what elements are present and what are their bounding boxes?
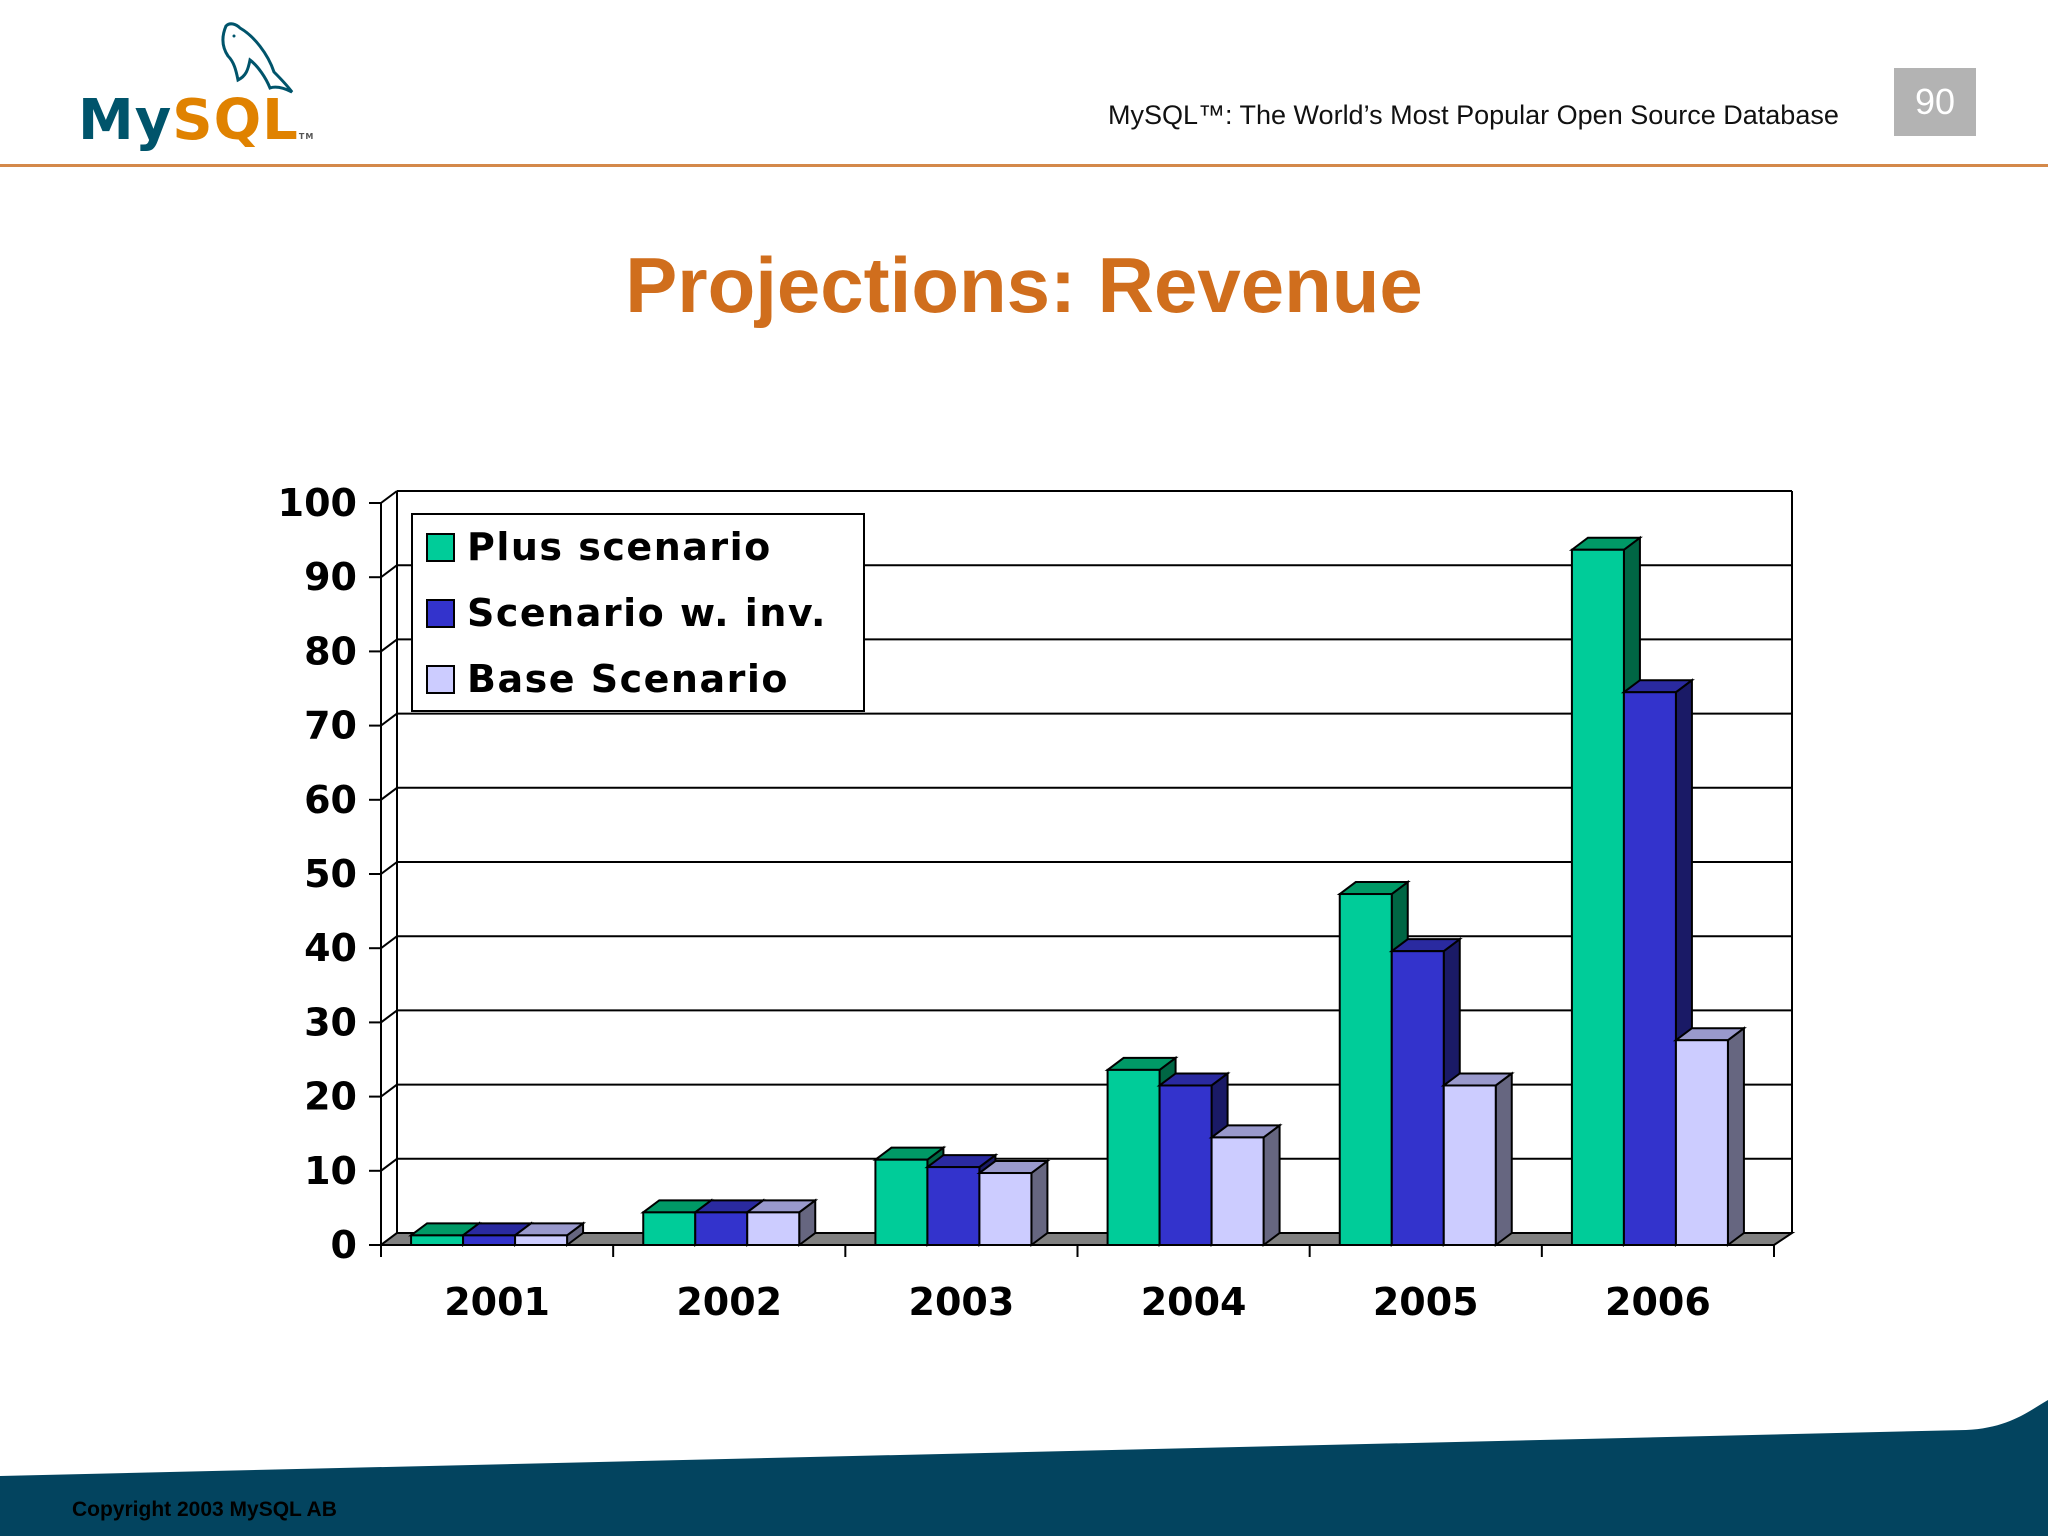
legend-label: Plus scenario xyxy=(467,525,772,569)
y-tick-label: 90 xyxy=(304,555,357,599)
dolphin-icon xyxy=(221,22,294,94)
legend-label: Base Scenario xyxy=(467,657,789,701)
x-tick-label: 2001 xyxy=(444,1280,550,1324)
x-tick-label: 2005 xyxy=(1373,1280,1479,1324)
bar xyxy=(1672,1026,1747,1247)
y-tick-label: 0 xyxy=(331,1223,357,1267)
legend-swatch xyxy=(426,599,455,628)
legend-swatch xyxy=(426,665,455,694)
bar xyxy=(1440,1071,1515,1247)
y-tick-label: 10 xyxy=(304,1149,357,1193)
bar xyxy=(976,1159,1051,1247)
y-tick-label: 30 xyxy=(304,1000,357,1044)
x-tick-label: 2004 xyxy=(1141,1280,1247,1324)
revenue-chart: 0 10 20 30 40 50 60 70 80 90 100 2001 2002 2003 2004 20… xyxy=(278,481,1796,1324)
header-divider xyxy=(0,164,2048,167)
x-tick-label: 2002 xyxy=(676,1280,782,1324)
x-tick-label: 2003 xyxy=(909,1280,1015,1324)
copyright-text: Copyright 2003 MySQL AB xyxy=(72,1498,337,1521)
page-number: 90 xyxy=(1894,68,1976,136)
bar xyxy=(512,1221,587,1247)
y-tick-label: 50 xyxy=(304,852,357,896)
y-tick-label: 60 xyxy=(304,778,357,822)
y-tick-label: 80 xyxy=(304,629,357,673)
slide-title: Projections: Revenue xyxy=(625,241,1423,329)
legend-label: Scenario w. inv. xyxy=(467,591,827,635)
y-tick-label: 100 xyxy=(278,481,357,525)
x-tick-label: 2006 xyxy=(1605,1280,1711,1324)
mysql-logo: MySQLTM xyxy=(78,20,318,153)
legend-swatch xyxy=(426,533,455,562)
y-tick-label: 70 xyxy=(304,704,357,748)
bar xyxy=(744,1198,819,1247)
chart-legend: Plus scenario Scenario w. inv. Base Scenar… xyxy=(411,513,865,712)
y-tick-label: 40 xyxy=(304,926,357,970)
y-tick-label: 20 xyxy=(304,1075,357,1119)
header-tagline: MySQL™: The World’s Most Popular Open So… xyxy=(1108,100,1839,130)
bar xyxy=(1208,1123,1283,1247)
logo-wordmark: MySQLTM xyxy=(78,88,315,153)
